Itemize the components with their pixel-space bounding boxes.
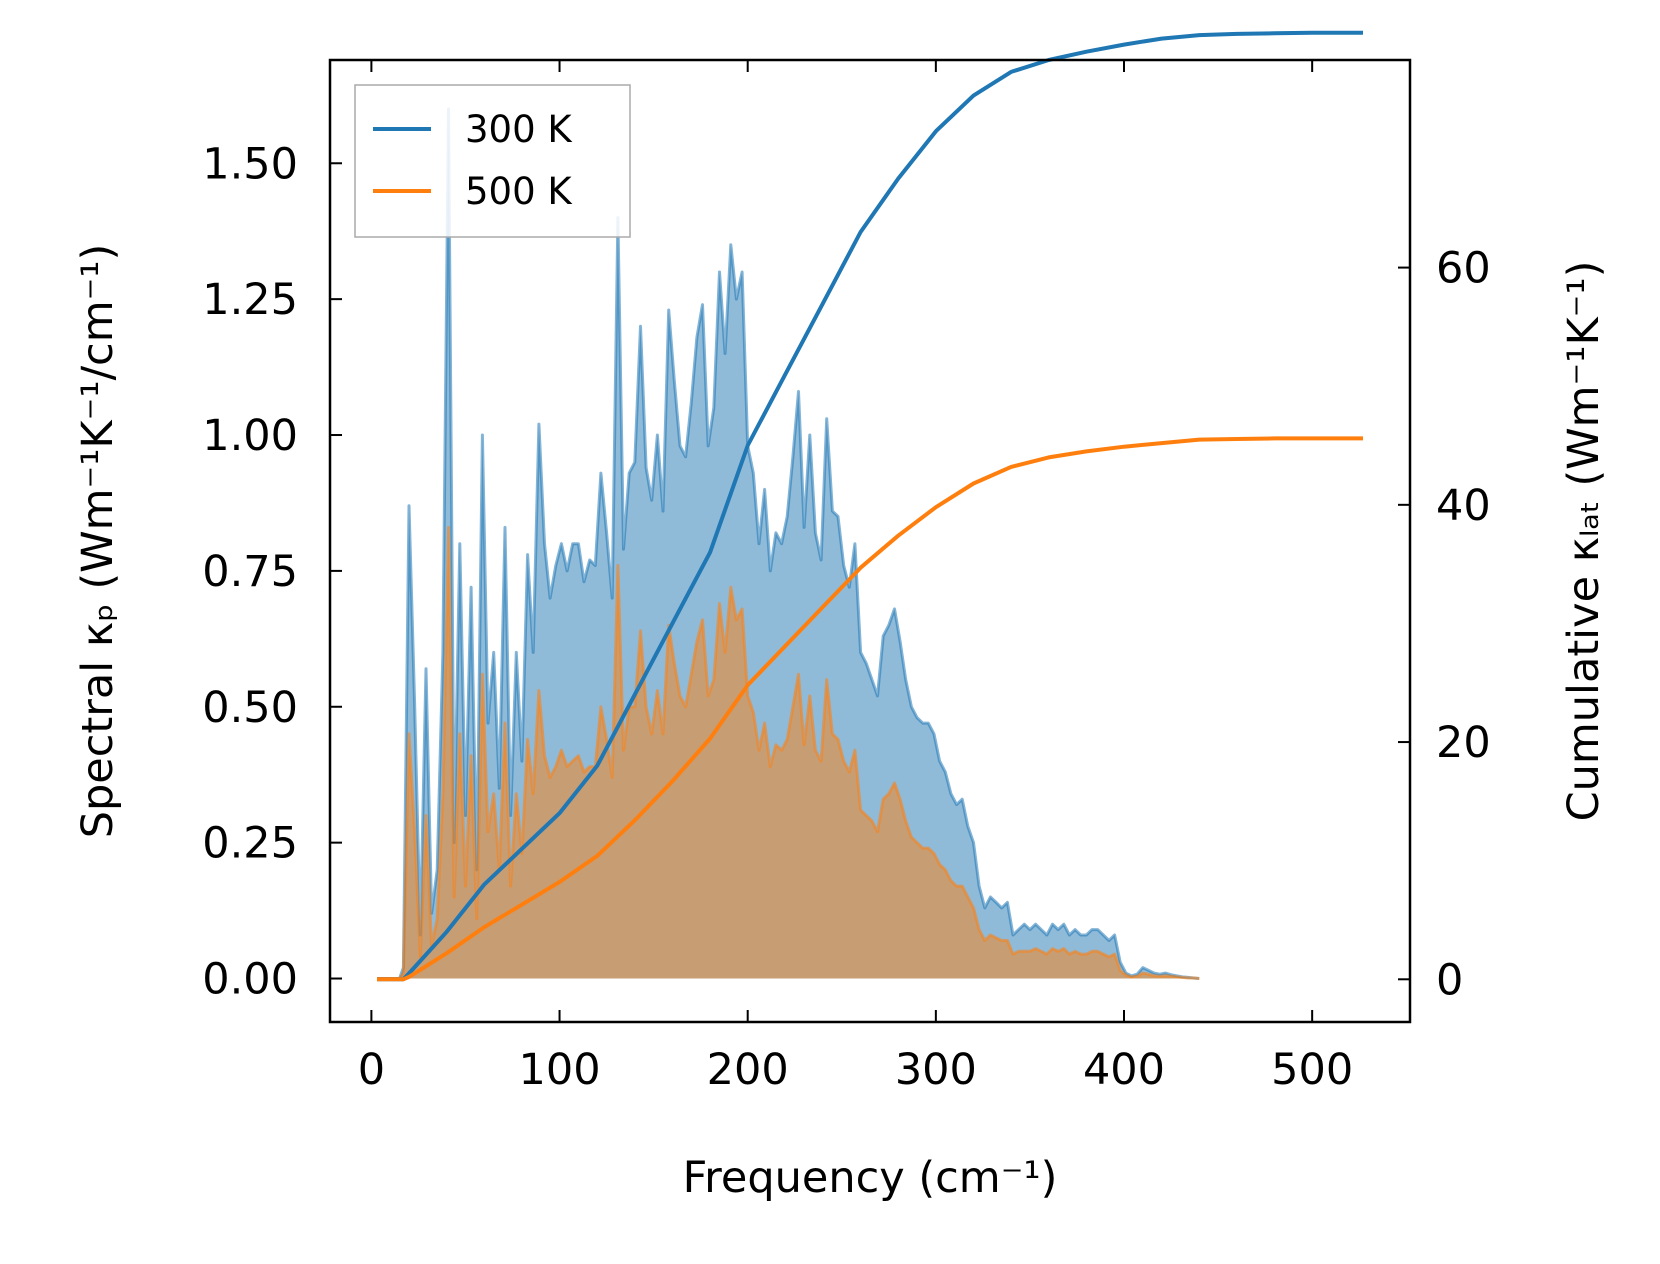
cumulative-line-500-k <box>377 436 1363 982</box>
spectral-area-300-k <box>377 108 1200 979</box>
y-left-tick-label-3: 0.75 <box>202 547 298 597</box>
legend-label-500-k: 500 K <box>465 170 573 213</box>
spectral-lines <box>377 107 1200 980</box>
plot-frame <box>328 58 1412 1024</box>
cumulative-lines <box>377 30 1363 982</box>
y-right-tick-label-40: 40 <box>1436 481 1491 531</box>
y-right-tick-label-0: 0 <box>1436 955 1463 1005</box>
x-axis-title: Frequency (cm⁻¹) <box>683 1153 1058 1203</box>
y-left-tick-label-6: 1.50 <box>202 139 298 189</box>
y-right-tick-label-60: 60 <box>1436 244 1491 294</box>
x-tick-label-500: 500 <box>1271 1045 1353 1095</box>
spectral-line-500-k <box>377 525 1200 980</box>
spectral-line-300-k <box>377 107 1200 980</box>
y-left-axis-title: Spectral κₚ (Wm⁻¹K⁻¹/cm⁻¹) <box>73 244 123 839</box>
y-left-tick-label-0: 0.00 <box>202 955 298 1005</box>
y-left-tick-label-1: 0.25 <box>202 819 298 869</box>
y-left-tick-label-5: 1.25 <box>202 275 298 325</box>
legend-box <box>354 84 631 238</box>
y-right-axis-title: Cumulative κₗₐₜ (Wm⁻¹K⁻¹) <box>1559 261 1609 822</box>
x-tick-label-300: 300 <box>895 1045 977 1095</box>
x-tick-label-200: 200 <box>707 1045 789 1095</box>
x-tick-label-100: 100 <box>519 1045 601 1095</box>
cumulative-line-300-k <box>377 30 1363 982</box>
x-tick-label-0: 0 <box>358 1045 385 1095</box>
legend: 300 K 500 K <box>354 84 631 238</box>
y-right-tick-label-20: 20 <box>1436 718 1491 768</box>
y-left-tick-label-2: 0.50 <box>202 683 298 733</box>
axis-ticks <box>330 60 1410 1022</box>
axis-titles: Frequency (cm⁻¹) Spectral κₚ (Wm⁻¹K⁻¹/cm⁻… <box>73 244 1609 1203</box>
legend-label-300-k: 300 K <box>465 108 573 151</box>
axis-tick-labels: 0 100 200 300 400 5000.000.250.500.751.001.25… <box>202 139 1490 1095</box>
y-left-tick-label-4: 1.00 <box>202 411 298 461</box>
x-tick-label-400: 400 <box>1083 1045 1165 1095</box>
